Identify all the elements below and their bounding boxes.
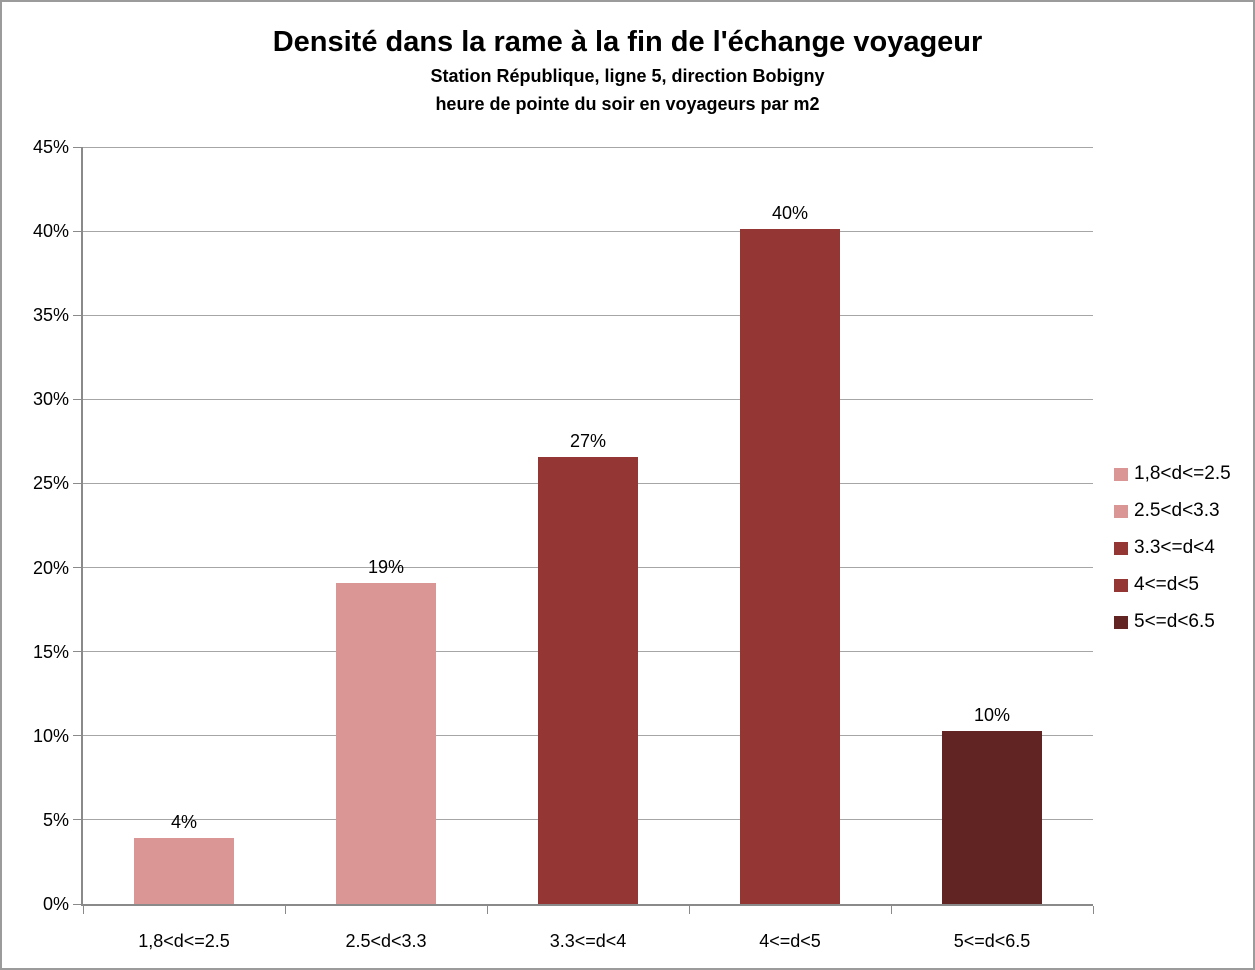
x-axis-category-label: 3.3<=d<4 [549,931,627,951]
bar-2 [336,582,436,904]
x-axis-category-label: 2.5<d<3.3 [345,931,427,951]
legend-swatch-icon [1114,578,1128,592]
y-axis-tick [73,230,81,232]
y-axis-tick [73,567,81,569]
legend-item-label: 4<=d<5 [1134,574,1199,595]
legend-swatch-icon [1114,467,1128,481]
legend-swatch-icon [1114,504,1128,518]
y-axis-tick [73,735,81,737]
chart-subtitle-line1: Station République, ligne 5, direction B… [430,66,825,86]
bar-3 [538,456,638,904]
y-axis-label: 10% [32,725,69,746]
gridline [83,230,1093,232]
bar-4 [740,229,840,904]
x-axis-tick [1092,906,1094,914]
y-axis-tick [73,314,81,316]
bar-value-label: 4% [170,812,197,833]
legend-item-label: 1,8<d<=2.5 [1134,463,1231,484]
legend-item-label: 3.3<=d<4 [1134,537,1215,558]
x-axis-tick [890,906,892,914]
y-axis-label: 35% [32,305,69,326]
y-axis-label: 15% [32,641,69,662]
plot-area: 45% 40% 35% 30% 25% 20% 15% 10% 5% 0% 4% 1,8<d<=2.5… [33,137,1094,951]
y-axis-label: 25% [32,473,69,494]
y-axis-label: 0% [42,894,69,914]
y-axis-tick [73,903,81,905]
x-axis-tick [486,906,488,914]
legend-item-4: 4<=d<5 [1114,574,1231,596]
x-axis-category-label: 1,8<d<=2.5 [138,931,230,951]
legend-item-label: 2.5<d<3.3 [1134,500,1220,521]
x-axis-tick [688,906,690,914]
legend-swatch-icon [1114,541,1128,555]
legend-item-label: 5<=d<6.5 [1134,611,1215,632]
x-axis-category-label: 4<=d<5 [759,931,821,951]
gridline [83,146,1093,148]
x-axis-tick [284,906,286,914]
legend-item-1: 1,8<d<=2.5 [1114,463,1231,485]
y-axis-label: 5% [42,809,69,830]
gridline [83,314,1093,316]
y-axis-tick [73,482,81,484]
legend-swatch-icon [1114,615,1128,629]
legend-item-5: 5<=d<6.5 [1114,611,1231,633]
bar-value-label: 10% [973,704,1011,725]
bar-value-label: 19% [367,556,405,577]
y-axis-tick [73,651,81,653]
y-axis-label: 45% [32,137,69,157]
x-axis-tick [82,906,84,914]
y-axis-tick [73,146,81,148]
bar-5 [942,730,1042,904]
legend-item-2: 2.5<d<3.3 [1114,500,1231,522]
bar-1 [134,838,234,904]
legend: 1,8<d<=2.5 2.5<d<3.3 3.3<=d<4 4<=d<5 5<=d<6.… [1114,463,1231,648]
bar-value-label: 40% [771,203,809,224]
chart-title: Densité dans la rame à la fin de l'échan… [272,26,983,58]
gridline [83,398,1093,400]
y-axis-label: 30% [32,389,69,410]
legend-item-3: 3.3<=d<4 [1114,537,1231,559]
y-axis-label: 20% [32,557,69,578]
y-axis-tick [73,819,81,821]
y-axis-tick [73,398,81,400]
x-axis-category-label: 5<=d<6.5 [953,931,1031,951]
y-axis-label: 40% [32,221,69,242]
chart-subtitle-line2: heure de pointe du soir en voyageurs par… [435,94,820,114]
bar-value-label: 27% [569,430,607,451]
